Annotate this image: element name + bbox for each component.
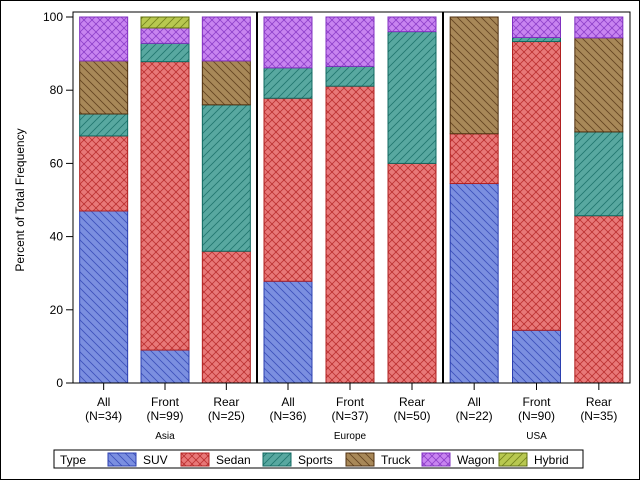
- x-tick-count-label: (N=25): [208, 409, 245, 423]
- plot-area-border: [72, 11, 631, 384]
- legend-label-suv: SUV: [143, 453, 168, 467]
- x-tick-count-label: (N=34): [85, 409, 122, 423]
- legend-swatch-hybrid: [498, 452, 528, 467]
- x-axis-labels: All(N=34)Front(N=99)Rear(N=25)AsiaAll(N=…: [85, 383, 617, 442]
- legend: Type SUV Sedan Sports Truck Wagon Hybrid: [53, 449, 584, 469]
- bar-segment-europe-all-wagon: [263, 16, 313, 69]
- bar-segment-usa-front-wagon: [512, 16, 561, 38]
- x-tick-count-label: (N=90): [518, 409, 555, 423]
- y-axis-label: Percent of Total Frequency: [13, 128, 27, 271]
- bar-segment-asia-all-sedan: [79, 135, 129, 212]
- y-tick-label: 100: [43, 10, 63, 24]
- legend-label-wagon: Wagon: [457, 453, 495, 467]
- x-tick-count-label: (N=36): [269, 409, 306, 423]
- x-tick-count-label: (N=50): [393, 409, 430, 423]
- bar-segment-europe-front-sedan: [325, 85, 375, 384]
- bar-segment-europe-front-sports: [325, 65, 375, 87]
- bar-segment-asia-front-wagon: [140, 27, 190, 44]
- x-tick-label: Front: [336, 395, 365, 409]
- legend-swatch-suv: [107, 452, 137, 467]
- bar-segment-asia-all-suv: [79, 210, 129, 384]
- group-label-europe: Europe: [334, 431, 367, 442]
- bar-segment-usa-all-sedan: [449, 133, 499, 185]
- y-tick-label: 0: [56, 376, 63, 390]
- plot-frame: [72, 11, 631, 384]
- x-tick-count-label: (N=22): [456, 409, 493, 423]
- legend-swatch-wagon: [421, 452, 451, 467]
- y-tick-label: 60: [50, 156, 64, 170]
- bar-segment-asia-rear-sports: [201, 104, 251, 252]
- bar-segment-asia-rear-truck: [201, 60, 251, 106]
- x-tick-label: Front: [151, 395, 180, 409]
- bar-segment-asia-front-sports: [140, 42, 190, 63]
- bar-segment-asia-rear-sedan: [201, 250, 251, 384]
- bar-segment-europe-front-wagon: [325, 16, 375, 67]
- bar-segment-europe-all-suv: [263, 280, 313, 384]
- y-tick-label: 80: [50, 83, 64, 97]
- bar-segment-asia-front-suv: [140, 349, 190, 384]
- bar-segment-usa-rear-truck: [574, 37, 624, 133]
- bar-segment-usa-rear-sports: [574, 131, 624, 217]
- legend-label-sports: Sports: [298, 453, 333, 467]
- legend-swatch-sedan: [180, 452, 210, 467]
- x-tick-label: All: [97, 395, 110, 409]
- group-label-asia: Asia: [155, 431, 175, 442]
- bar-segment-europe-all-sports: [263, 67, 313, 99]
- bar-segment-usa-rear-sedan: [574, 215, 624, 384]
- bar-segment-europe-rear-sedan: [387, 162, 437, 384]
- legend-swatch-sports: [262, 452, 292, 467]
- legend-title: Type: [60, 453, 86, 467]
- bar-segment-europe-rear-wagon: [387, 16, 437, 33]
- bar-segment-asia-rear-wagon: [201, 16, 251, 62]
- legend-label-truck: Truck: [381, 453, 412, 467]
- bar-segment-usa-front-suv: [512, 329, 561, 384]
- group-label-usa: USA: [526, 431, 547, 442]
- bar-segment-usa-front-sedan: [512, 41, 561, 331]
- bar-segment-europe-rear-sports: [387, 31, 437, 164]
- y-axis: 0 20 40 60 80 100: [43, 10, 73, 390]
- x-tick-label: All: [467, 395, 480, 409]
- x-tick-count-label: (N=37): [331, 409, 368, 423]
- bar-segment-usa-front-sports: [512, 36, 561, 43]
- bar-segment-asia-front-sedan: [140, 61, 190, 351]
- x-tick-label: Rear: [213, 395, 239, 409]
- bar-segment-usa-all-suv: [449, 183, 499, 384]
- legend-label-hybrid: Hybrid: [534, 453, 569, 467]
- bars-layer: [79, 16, 624, 384]
- y-tick-label: 40: [50, 230, 64, 244]
- legend-swatch-truck: [345, 452, 375, 467]
- bar-segment-asia-all-truck: [79, 60, 129, 115]
- x-tick-label: Rear: [586, 395, 612, 409]
- x-tick-label: All: [281, 395, 294, 409]
- bar-segment-asia-all-sports: [79, 113, 129, 137]
- bar-segment-asia-all-wagon: [79, 16, 129, 62]
- y-tick-label: 20: [50, 303, 64, 317]
- bar-segment-usa-all-truck: [449, 16, 499, 135]
- x-tick-label: Front: [522, 395, 551, 409]
- bar-segment-asia-front-hybrid: [140, 16, 190, 29]
- x-tick-label: Rear: [399, 395, 425, 409]
- legend-label-sedan: Sedan: [216, 453, 251, 467]
- x-tick-count-label: (N=35): [580, 409, 617, 423]
- bar-segment-usa-rear-wagon: [574, 16, 624, 39]
- x-tick-count-label: (N=99): [146, 409, 183, 423]
- bar-segment-europe-all-sedan: [263, 97, 313, 282]
